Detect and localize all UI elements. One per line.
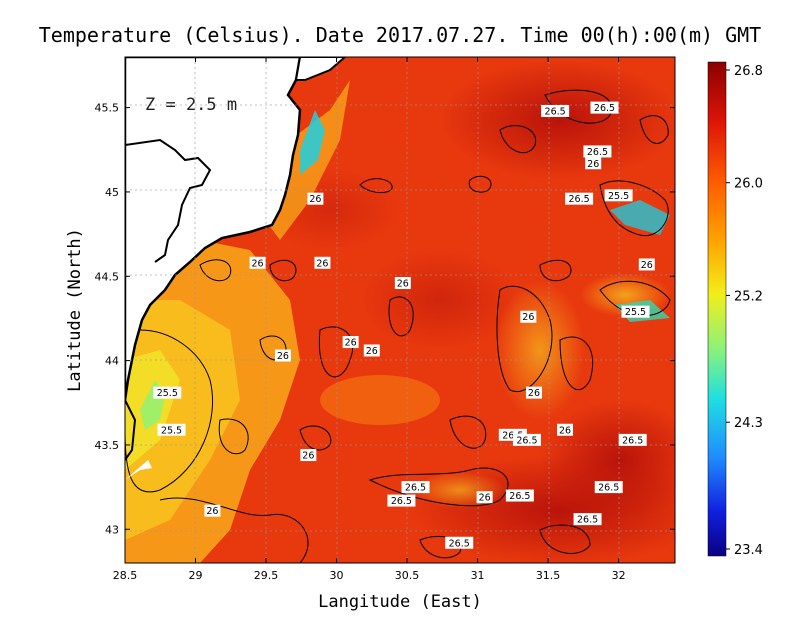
x-tick-label: 30 — [330, 569, 344, 582]
contour-label: 26.5 — [587, 147, 608, 158]
depth-label: Z = 2.5 m — [145, 95, 237, 115]
contour-label-box — [573, 513, 602, 526]
colorbar: 26.8 26.0 25.2 24.3 23.4 — [707, 61, 763, 558]
contour-label: 26.5 — [594, 103, 615, 114]
x-tick-label: 31.5 — [536, 569, 561, 582]
x-tick-label: 30.5 — [395, 569, 420, 582]
contour-label-box — [153, 386, 182, 399]
contour-label: 26.5 — [516, 435, 537, 446]
contour-label: 26 — [309, 194, 321, 205]
contour-label: 26.5 — [405, 483, 426, 494]
y-tick-label: 43 — [105, 523, 119, 536]
contour-label: 26.5 — [577, 515, 598, 526]
contour-label-box — [505, 489, 534, 502]
contour-label: 26 — [528, 388, 540, 399]
colorbar-tick-label: 25.2 — [734, 289, 763, 304]
y-tick-label: 43.5 — [95, 439, 120, 452]
contour-label-box — [249, 256, 266, 269]
x-tick-label: 28.5 — [113, 569, 138, 582]
colorbar-ticks: 26.8 26.0 25.2 24.3 23.4 — [726, 64, 763, 558]
contour-label: 25.5 — [161, 425, 182, 436]
grid-lines — [125, 57, 675, 563]
contour-label: 26 — [252, 258, 264, 269]
contour-label-box — [300, 449, 317, 462]
contour-label: 26 — [345, 338, 357, 349]
contour-label-box — [204, 504, 221, 517]
contour-label: 26 — [277, 351, 289, 362]
contour-label-box — [342, 336, 359, 349]
colorbar-tick-label: 26.0 — [734, 177, 763, 192]
x-tick-label: 29 — [189, 569, 203, 582]
contour-label-box — [401, 481, 430, 494]
y-tick-label: 45 — [105, 186, 119, 199]
contour-label-box — [541, 104, 570, 117]
contour-label-box — [520, 310, 537, 323]
contour-label-box — [157, 423, 186, 436]
contour-label-box — [307, 192, 324, 205]
contour-label-box — [583, 145, 612, 158]
contour-label: 26 — [302, 451, 314, 462]
contour-label-box — [604, 189, 633, 202]
chart-title: Temperature (Celsius). Date 2017.07.27. … — [39, 23, 761, 47]
y-axis-title: Latitude (North) — [65, 228, 85, 392]
x-tick-label: 31 — [471, 569, 485, 582]
contour-label: 26 — [316, 258, 328, 269]
y-tick-label: 44.5 — [95, 270, 120, 283]
contour-label: 26.5 — [598, 483, 619, 494]
contour-label-box — [445, 536, 474, 549]
contour-label: 25.5 — [625, 307, 646, 318]
colorbar-gradient — [707, 61, 727, 557]
contour-label-box — [638, 258, 655, 271]
x-axis-title: Langitude (East) — [318, 592, 482, 612]
contour-label-box — [565, 192, 594, 205]
x-axis-ticks: 28.5 29 29.5 30 30.5 31 31.5 32 — [113, 57, 626, 582]
y-axis-ticks: 43 43.5 44 44.5 45 45.5 — [95, 102, 675, 536]
contour-label: 26 — [522, 312, 534, 323]
x-tick-label: 29.5 — [254, 569, 279, 582]
contour-label-box — [585, 157, 602, 170]
contour-label: 26 — [397, 279, 409, 290]
contour-label: 26 — [206, 506, 218, 517]
contour-label: 26 — [641, 260, 653, 271]
contour-label: 25.5 — [608, 191, 629, 202]
contour-label: 26 — [479, 493, 491, 504]
contour-label: 26 — [366, 346, 378, 357]
contour-label: 26.5 — [545, 106, 566, 117]
contour-label-box — [512, 433, 541, 446]
plot-frame — [124, 56, 676, 564]
contour-label-box — [557, 423, 573, 436]
contour-label-box — [387, 494, 416, 507]
contour-label: 26.5 — [509, 491, 530, 502]
x-tick-label: 32 — [612, 569, 626, 582]
contour-label-box — [274, 349, 291, 362]
contour-label-box — [621, 305, 650, 318]
contour-label-box — [314, 256, 331, 269]
contour-label-box — [476, 491, 493, 504]
colorbar-tick-label: 24.3 — [734, 416, 763, 431]
contour-label: 26.5 — [569, 194, 590, 205]
contour-label-box — [618, 433, 647, 446]
contour-label-box — [363, 344, 380, 357]
contour-label: 25.5 — [157, 388, 178, 399]
contour-label: 26.5 — [391, 496, 412, 507]
contour-label: 26 — [587, 159, 599, 170]
contour-label-box — [525, 386, 542, 399]
contour-label: 26.5 — [449, 538, 470, 549]
y-tick-label: 44 — [105, 355, 119, 368]
contour-label-box — [590, 101, 619, 114]
contour-label: 26.5 — [502, 430, 523, 441]
y-tick-label: 45.5 — [95, 102, 120, 115]
contour-label: 26 — [559, 425, 571, 436]
colorbar-tick-label: 26.8 — [734, 64, 763, 79]
contour-label-box — [394, 277, 411, 290]
contour-label-box — [594, 481, 623, 494]
contour-label: 26.5 — [622, 435, 643, 446]
colorbar-tick-label: 23.4 — [734, 543, 763, 558]
